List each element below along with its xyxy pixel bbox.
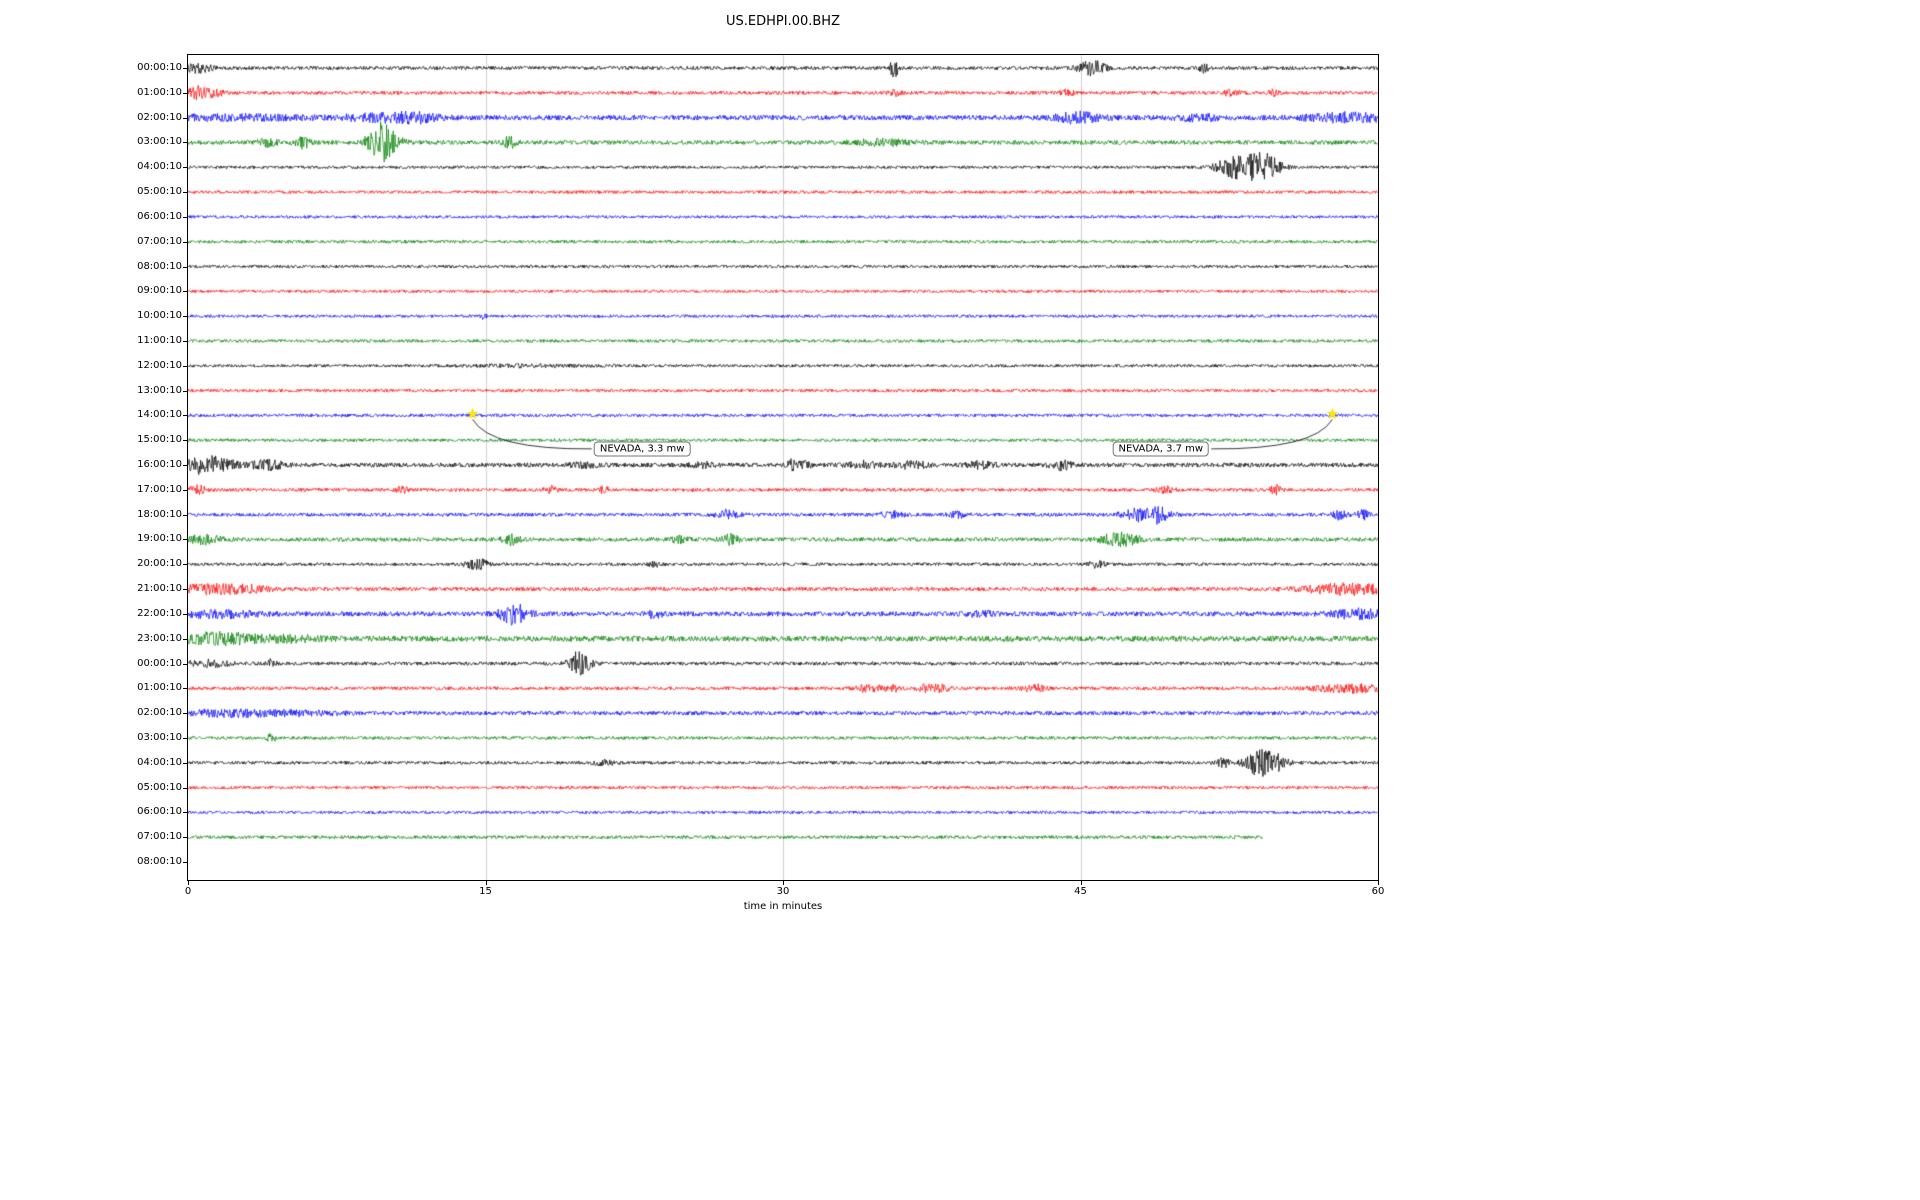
y-tick-mark xyxy=(183,638,187,640)
x-tick-label: 60 xyxy=(1371,886,1385,897)
y-tick-mark xyxy=(183,390,187,392)
row-time-label: 03:00:10 xyxy=(137,731,182,743)
y-tick-mark xyxy=(183,440,187,442)
x-tick-mark xyxy=(1080,881,1082,885)
row-time-label: 06:00:10 xyxy=(137,210,182,222)
x-tick-label: 0 xyxy=(184,886,192,897)
row-time-label: 03:00:10 xyxy=(137,136,182,148)
y-tick-mark xyxy=(183,266,187,268)
y-tick-mark xyxy=(183,514,187,516)
row-time-label: 12:00:10 xyxy=(137,359,182,371)
y-tick-mark xyxy=(183,613,187,615)
y-tick-mark xyxy=(183,415,187,417)
x-tick-mark xyxy=(485,881,487,885)
y-tick-mark xyxy=(183,713,187,715)
y-tick-mark xyxy=(183,167,187,169)
row-time-label: 04:00:10 xyxy=(137,161,182,173)
event-star-icon: ★ xyxy=(466,406,479,423)
y-tick-mark xyxy=(183,340,187,342)
row-time-label: 01:00:10 xyxy=(137,682,182,694)
y-tick-mark xyxy=(183,489,187,491)
x-tick-mark xyxy=(1378,881,1379,885)
y-tick-mark xyxy=(183,564,187,566)
row-time-label: 14:00:10 xyxy=(137,409,182,421)
y-tick-mark xyxy=(183,216,187,218)
row-time-label: 13:00:10 xyxy=(137,384,182,396)
y-tick-mark xyxy=(183,92,187,94)
event-label: NEVADA, 3.3 mw xyxy=(593,441,691,457)
row-time-label: 16:00:10 xyxy=(137,459,182,470)
event-label: NEVADA, 3.7 mw xyxy=(1112,441,1210,457)
x-tick-mark xyxy=(783,881,784,885)
y-tick-mark xyxy=(183,862,187,863)
y-tick-mark xyxy=(183,812,187,814)
y-tick-mark xyxy=(183,316,187,318)
y-tick-mark xyxy=(183,737,187,739)
row-time-label: 04:00:10 xyxy=(137,756,182,768)
y-tick-mark xyxy=(183,291,187,293)
x-tick-label: 45 xyxy=(1074,886,1087,897)
y-tick-mark xyxy=(183,365,187,367)
row-time-label: 15:00:10 xyxy=(137,434,182,446)
row-time-label: 07:00:10 xyxy=(137,235,182,247)
x-axis-label: time in minutes xyxy=(743,901,823,912)
event-star-icon: ★ xyxy=(1326,406,1339,423)
row-time-label: 08:00:10 xyxy=(137,856,182,867)
y-tick-mark xyxy=(183,192,187,194)
row-time-label: 05:00:10 xyxy=(137,781,182,793)
row-time-label: 07:00:10 xyxy=(137,831,182,843)
row-time-label: 09:00:10 xyxy=(137,285,182,297)
y-tick-mark xyxy=(183,762,187,764)
y-tick-mark xyxy=(183,68,187,69)
row-time-label: 06:00:10 xyxy=(137,806,182,818)
y-tick-mark xyxy=(183,241,187,243)
row-time-label: 23:00:10 xyxy=(137,632,182,644)
y-tick-mark xyxy=(183,837,187,839)
row-time-label: 08:00:10 xyxy=(137,260,182,272)
row-time-label: 19:00:10 xyxy=(137,533,182,545)
y-tick-mark xyxy=(183,465,187,466)
row-time-label: 20:00:10 xyxy=(137,558,182,570)
y-tick-mark xyxy=(183,589,187,591)
seismogram-canvas xyxy=(188,55,1378,880)
y-tick-mark xyxy=(183,688,187,690)
row-time-label: 22:00:10 xyxy=(137,607,182,619)
x-tick-mark xyxy=(188,881,189,885)
y-tick-mark xyxy=(183,117,187,119)
y-tick-mark xyxy=(183,663,187,665)
row-time-label: 17:00:10 xyxy=(137,483,182,495)
row-time-label: 21:00:10 xyxy=(137,583,182,595)
row-time-label: 01:00:10 xyxy=(137,86,182,98)
x-tick-label: 30 xyxy=(776,886,790,897)
x-tick-label: 15 xyxy=(479,886,492,897)
row-time-label: 11:00:10 xyxy=(137,334,182,346)
row-time-label: 02:00:10 xyxy=(137,707,182,719)
row-time-label: 00:00:10 xyxy=(137,62,182,73)
row-time-label: 18:00:10 xyxy=(137,508,182,520)
row-time-label: 05:00:10 xyxy=(137,186,182,198)
y-tick-mark xyxy=(183,539,187,541)
row-time-label: 10:00:10 xyxy=(137,310,182,322)
row-time-label: 00:00:10 xyxy=(137,657,182,669)
y-tick-mark xyxy=(183,787,187,789)
y-tick-mark xyxy=(183,142,187,144)
row-time-label: 02:00:10 xyxy=(137,111,182,123)
chart-title: US.EDHPI.00.BHZ xyxy=(726,14,840,29)
